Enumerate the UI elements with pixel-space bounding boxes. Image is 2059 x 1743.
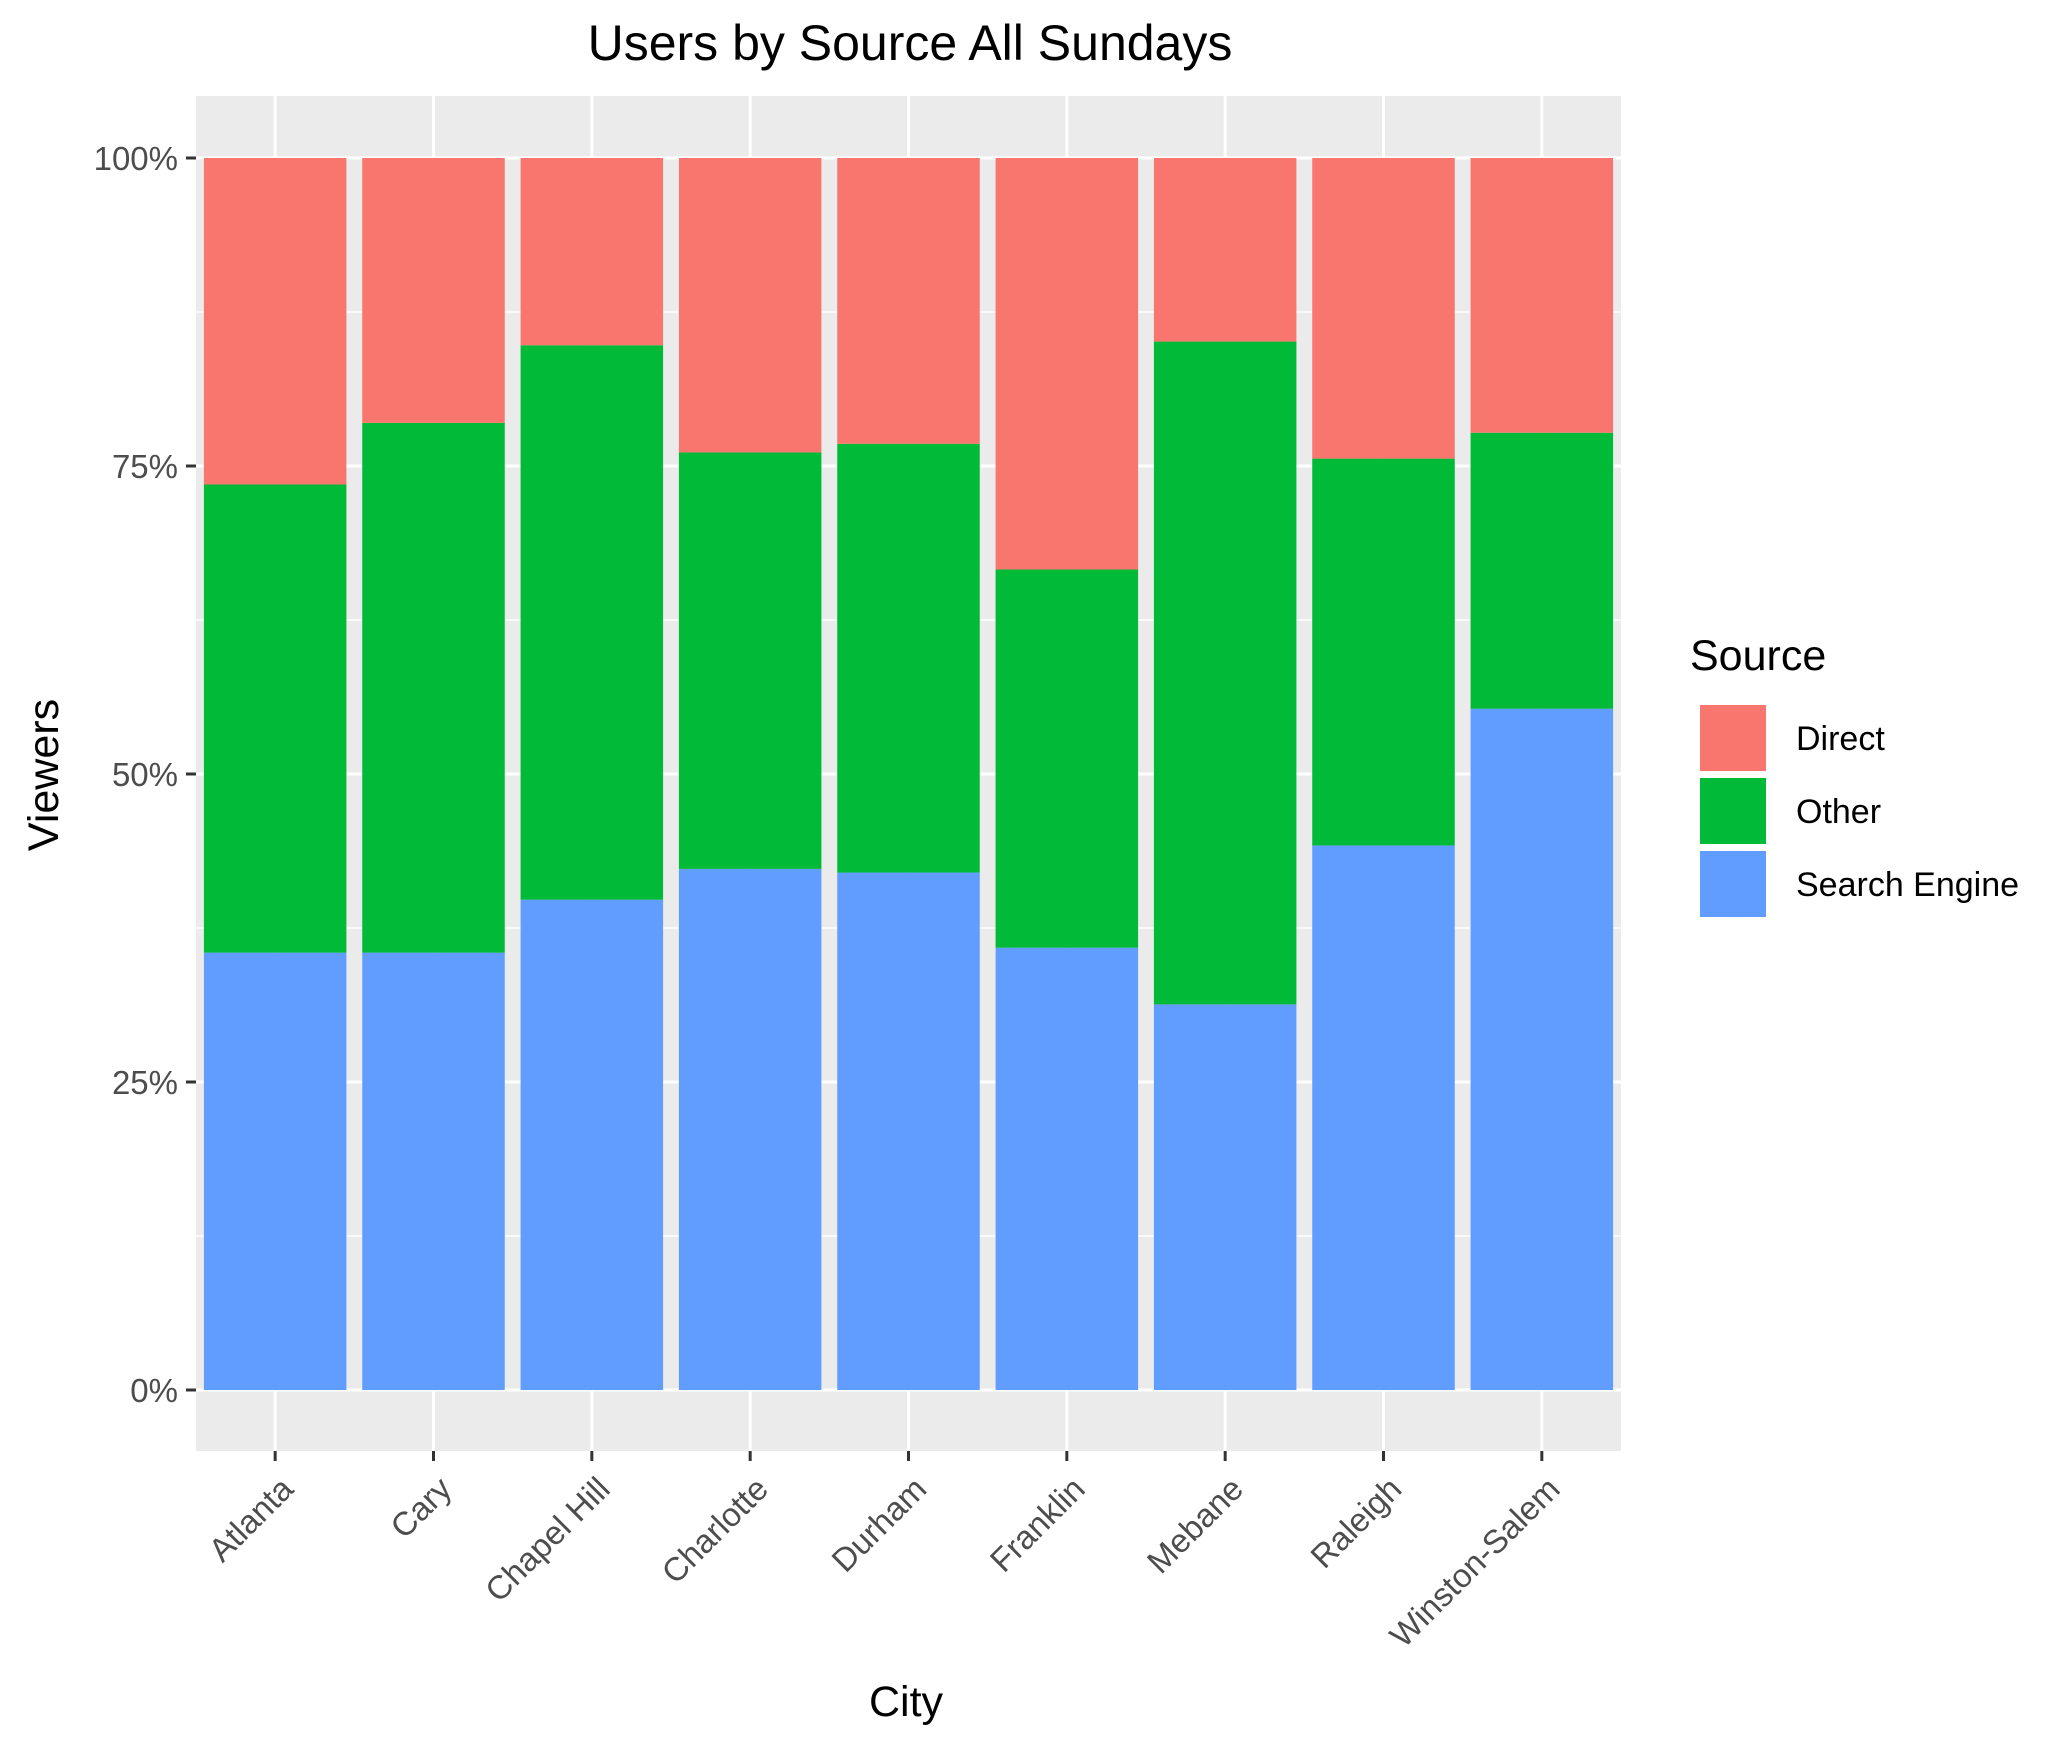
legend-label-other: Other — [1796, 793, 1881, 831]
chart-title: Users by Source All Sundays — [588, 15, 1233, 71]
bar-other-cary — [362, 422, 505, 953]
legend-key-search-engine — [1700, 851, 1766, 917]
bar-stack-chapel-hill — [520, 158, 664, 1390]
x-tick-label-franklin: Franklin — [983, 1470, 1092, 1579]
bar-direct-winston-salem — [1470, 158, 1614, 433]
bar-search-engine-durham — [837, 872, 980, 1390]
x-tick-label-charlotte: Charlotte — [654, 1470, 775, 1591]
bar-search-engine-winston-salem — [1470, 708, 1614, 1390]
bar-search-engine-franklin — [995, 947, 1139, 1390]
x-tick-label-atlanta: Atlanta — [201, 1469, 300, 1568]
y-axis-title: Viewers — [20, 699, 68, 851]
bar-direct-chapel-hill — [520, 158, 664, 346]
legend-key-other — [1700, 778, 1766, 844]
bar-other-durham — [837, 443, 980, 873]
bar-stack-cary — [362, 158, 505, 1390]
bar-stack-raleigh — [1312, 158, 1455, 1390]
y-tick-label: 75% — [112, 448, 178, 485]
bar-search-engine-chapel-hill — [520, 899, 664, 1390]
legend-key-direct — [1700, 705, 1766, 771]
y-tick-label: 100% — [94, 140, 178, 177]
bar-stack-franklin — [995, 158, 1139, 1390]
x-tick-label-chapel-hill: Chapel Hill — [478, 1470, 617, 1609]
legend-title: Source — [1690, 632, 1826, 680]
bar-direct-durham — [837, 158, 980, 444]
x-tick-label-durham: Durham — [824, 1470, 933, 1579]
x-axis-title: City — [869, 1678, 944, 1726]
bar-other-chapel-hill — [520, 345, 664, 900]
bar-stack-mebane — [1153, 158, 1297, 1390]
bar-other-raleigh — [1312, 458, 1455, 846]
x-tick-label-winston-salem: Winston-Salem — [1382, 1470, 1566, 1654]
x-tick-label-mebane: Mebane — [1140, 1470, 1250, 1580]
bar-stack-durham — [837, 158, 980, 1390]
bar-direct-atlanta — [203, 158, 347, 485]
y-tick-label: 25% — [112, 1064, 178, 1101]
y-tick-label: 0% — [130, 1372, 178, 1409]
bar-other-atlanta — [203, 484, 347, 953]
legend-label-search-engine: Search Engine — [1796, 866, 2019, 904]
bar-other-mebane — [1153, 341, 1297, 1005]
legend-label-direct: Direct — [1796, 720, 1885, 758]
bar-search-engine-cary — [362, 952, 505, 1390]
bar-other-charlotte — [678, 452, 822, 869]
bar-stack-winston-salem — [1470, 158, 1614, 1390]
x-tick-label-raleigh: Raleigh — [1303, 1470, 1408, 1575]
plot-panel — [196, 96, 1621, 1451]
bar-direct-mebane — [1153, 158, 1297, 342]
bar-direct-franklin — [995, 158, 1139, 570]
bar-other-franklin — [995, 569, 1139, 948]
bar-search-engine-raleigh — [1312, 845, 1455, 1390]
y-axis: 0% 25% 50% 75% 100% — [94, 140, 196, 1409]
bar-direct-raleigh — [1312, 158, 1455, 459]
bar-stack-charlotte — [678, 158, 822, 1390]
x-axis: Atlanta Cary Chapel Hill Charlotte Durham Fra… — [201, 1451, 1567, 1654]
bar-other-winston-salem — [1470, 432, 1614, 709]
y-tick-label: 50% — [112, 756, 178, 793]
legend: Source Direct Other Search Engine — [1690, 632, 2019, 917]
bar-search-engine-mebane — [1153, 1004, 1297, 1390]
bar-stack-atlanta — [203, 158, 347, 1390]
bar-direct-cary — [362, 158, 505, 423]
bar-search-engine-charlotte — [678, 868, 822, 1390]
bar-direct-charlotte — [678, 158, 822, 453]
x-tick-label-cary: Cary — [383, 1469, 459, 1545]
bar-search-engine-atlanta — [203, 952, 347, 1390]
